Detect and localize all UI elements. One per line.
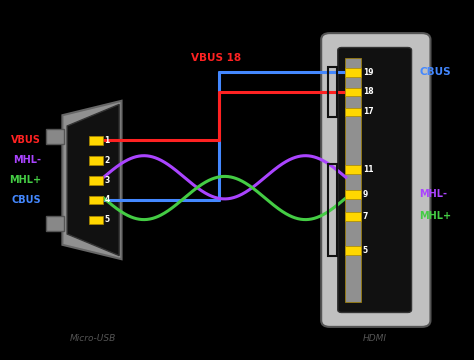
Text: 3: 3 xyxy=(104,176,110,185)
Text: 5: 5 xyxy=(104,215,109,224)
Text: MHL-: MHL- xyxy=(13,155,41,165)
Bar xyxy=(346,165,361,174)
Text: 1: 1 xyxy=(104,136,110,145)
Polygon shape xyxy=(63,101,121,259)
Bar xyxy=(328,164,337,256)
Text: 9: 9 xyxy=(363,190,368,199)
Text: 19: 19 xyxy=(363,68,374,77)
Bar xyxy=(46,129,64,144)
Bar xyxy=(345,58,361,302)
Text: HDMI: HDMI xyxy=(363,334,387,343)
Bar xyxy=(90,156,102,165)
Bar xyxy=(346,246,361,255)
Bar xyxy=(346,88,361,96)
Bar xyxy=(90,216,102,224)
Bar xyxy=(346,190,361,199)
Bar xyxy=(346,212,361,221)
Bar xyxy=(90,196,102,204)
Text: 5: 5 xyxy=(363,246,368,255)
Text: VBUS 18: VBUS 18 xyxy=(191,53,241,63)
Text: MHL+: MHL+ xyxy=(419,211,452,221)
Text: CBUS: CBUS xyxy=(11,195,41,205)
Text: 2: 2 xyxy=(104,156,110,165)
Bar xyxy=(328,67,337,117)
Bar xyxy=(90,176,102,185)
FancyBboxPatch shape xyxy=(321,33,430,327)
FancyBboxPatch shape xyxy=(338,48,411,312)
Text: VBUS: VBUS xyxy=(11,135,41,145)
Polygon shape xyxy=(67,104,119,256)
Text: 7: 7 xyxy=(363,212,368,220)
Text: 4: 4 xyxy=(104,195,110,204)
Bar xyxy=(346,68,361,77)
Bar xyxy=(346,108,361,116)
Bar xyxy=(46,216,64,231)
Text: CBUS: CBUS xyxy=(419,67,451,77)
Text: 17: 17 xyxy=(363,107,374,116)
Text: 11: 11 xyxy=(363,165,374,174)
Bar xyxy=(90,136,102,145)
Text: Micro-USB: Micro-USB xyxy=(70,334,116,343)
Text: 18: 18 xyxy=(363,87,374,96)
Text: MHL+: MHL+ xyxy=(9,175,41,185)
Text: MHL-: MHL- xyxy=(419,189,447,199)
